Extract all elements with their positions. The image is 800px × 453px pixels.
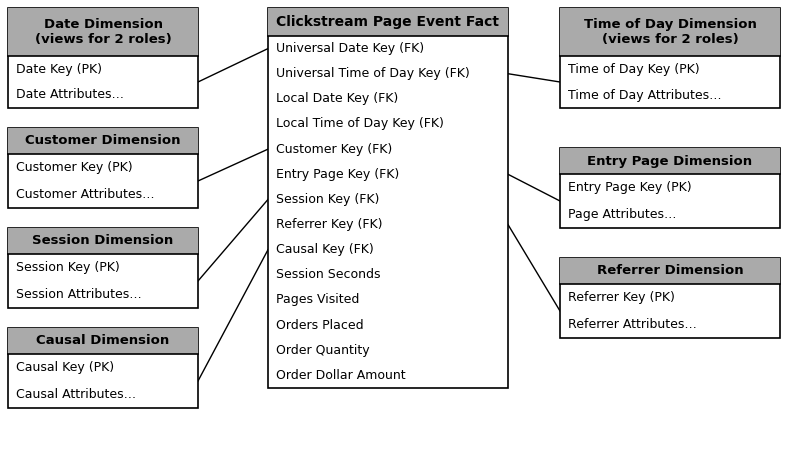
Text: Local Time of Day Key (FK): Local Time of Day Key (FK) <box>276 117 444 130</box>
Text: Customer Dimension: Customer Dimension <box>26 135 181 148</box>
Text: Session Attributes…: Session Attributes… <box>16 288 142 301</box>
Text: Local Date Key (FK): Local Date Key (FK) <box>276 92 398 106</box>
Text: Pages Visited: Pages Visited <box>276 294 359 307</box>
Text: Time of Day Attributes…: Time of Day Attributes… <box>568 88 722 101</box>
Text: Referrer Attributes…: Referrer Attributes… <box>568 318 697 331</box>
Text: Customer Key (FK): Customer Key (FK) <box>276 143 392 156</box>
Text: Referrer Key (FK): Referrer Key (FK) <box>276 218 382 231</box>
Bar <box>8 228 198 254</box>
Bar <box>8 328 198 408</box>
Text: Entry Page Dimension: Entry Page Dimension <box>587 154 753 168</box>
Text: Causal Dimension: Causal Dimension <box>36 334 170 347</box>
Text: Time of Day Dimension
(views for 2 roles): Time of Day Dimension (views for 2 roles… <box>583 18 757 46</box>
Text: Entry Page Key (PK): Entry Page Key (PK) <box>568 181 692 194</box>
Bar <box>268 8 508 36</box>
Text: Clickstream Page Event Fact: Clickstream Page Event Fact <box>277 15 499 29</box>
Text: Date Key (PK): Date Key (PK) <box>16 63 102 76</box>
Text: Session Seconds: Session Seconds <box>276 268 381 281</box>
Text: Universal Date Key (FK): Universal Date Key (FK) <box>276 42 424 55</box>
Text: Session Dimension: Session Dimension <box>32 235 174 247</box>
Bar <box>8 128 198 154</box>
Text: Order Dollar Amount: Order Dollar Amount <box>276 369 406 382</box>
Bar <box>8 128 198 208</box>
Text: Date Attributes…: Date Attributes… <box>16 88 124 101</box>
Bar <box>560 258 780 284</box>
Text: Session Key (PK): Session Key (PK) <box>16 261 120 274</box>
Text: Entry Page Key (FK): Entry Page Key (FK) <box>276 168 399 181</box>
Text: Causal Key (FK): Causal Key (FK) <box>276 243 374 256</box>
Text: Session Key (FK): Session Key (FK) <box>276 193 379 206</box>
Bar <box>8 228 198 308</box>
Text: Referrer Key (PK): Referrer Key (PK) <box>568 291 675 304</box>
Bar <box>8 8 198 108</box>
Bar <box>560 8 780 108</box>
Text: Date Dimension
(views for 2 roles): Date Dimension (views for 2 roles) <box>34 18 171 46</box>
Text: Page Attributes…: Page Attributes… <box>568 208 677 221</box>
Text: Customer Attributes…: Customer Attributes… <box>16 188 154 201</box>
Text: Referrer Dimension: Referrer Dimension <box>597 265 743 278</box>
Bar <box>268 8 508 388</box>
Text: Orders Placed: Orders Placed <box>276 318 364 332</box>
Bar <box>560 8 780 56</box>
Text: Customer Key (PK): Customer Key (PK) <box>16 161 133 174</box>
Bar <box>560 148 780 228</box>
Bar <box>8 8 198 56</box>
Text: Universal Time of Day Key (FK): Universal Time of Day Key (FK) <box>276 67 470 80</box>
Text: Time of Day Key (PK): Time of Day Key (PK) <box>568 63 700 76</box>
Text: Order Quantity: Order Quantity <box>276 344 370 357</box>
Text: Causal Attributes…: Causal Attributes… <box>16 388 136 401</box>
Bar <box>560 258 780 338</box>
Bar <box>560 148 780 174</box>
Text: Causal Key (PK): Causal Key (PK) <box>16 361 114 374</box>
Bar <box>8 328 198 354</box>
